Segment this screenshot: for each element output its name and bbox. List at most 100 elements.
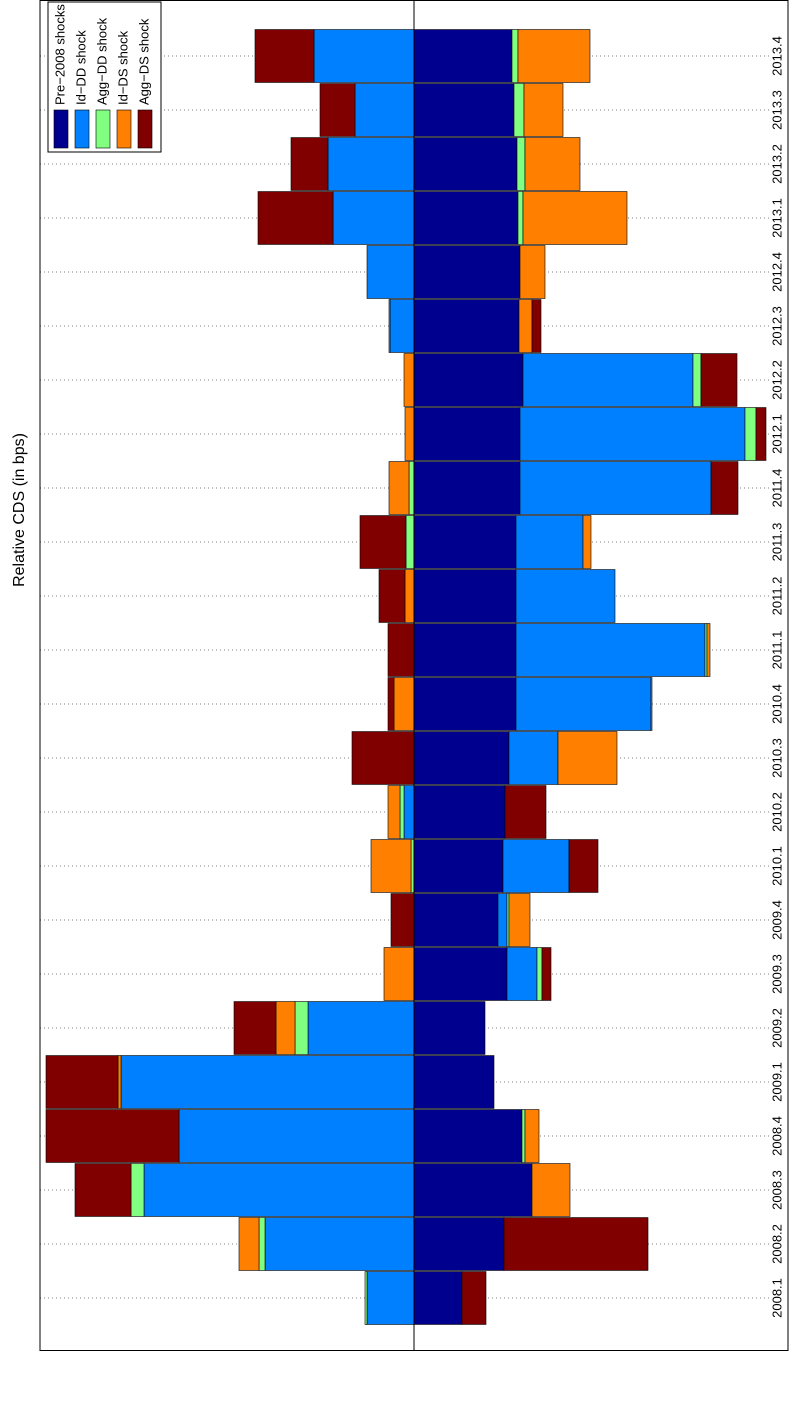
bar-segment <box>413 83 515 137</box>
bar-segment <box>366 245 415 299</box>
x-tick-label: 2013.2 <box>769 144 784 184</box>
bar-segment <box>178 1109 415 1163</box>
bar-segment <box>359 515 407 569</box>
bar-segment <box>290 137 329 191</box>
bar-segment <box>692 353 702 407</box>
bar-segment <box>706 623 711 677</box>
bar-segment <box>388 299 391 353</box>
x-tick-label: 2011.4 <box>769 469 784 508</box>
bar-segment <box>403 785 415 839</box>
legend-swatch <box>95 109 111 149</box>
bar-segment <box>413 461 521 515</box>
legend-label: Agg−DS shock <box>136 18 151 105</box>
bar-segment <box>332 191 415 245</box>
legend: Pre−2008 shocks Id−DD shock Agg−DD shock Id… <box>47 1 162 153</box>
bar-segment <box>519 407 746 461</box>
bar-segment <box>351 731 415 785</box>
bar-segment <box>387 677 395 731</box>
bar-segment <box>383 947 415 1001</box>
bar-segment <box>531 299 542 353</box>
bar-segment <box>413 353 524 407</box>
bar-segment <box>531 1163 571 1217</box>
bar-segment <box>405 515 415 569</box>
bar-segment <box>413 947 508 1001</box>
bar-segment <box>413 1271 463 1325</box>
bar-segment <box>700 353 738 407</box>
bar-segment <box>413 677 517 731</box>
bar-segment <box>503 1217 649 1271</box>
bar-segment <box>307 1001 415 1055</box>
x-tick-label: 2012.1 <box>769 414 784 454</box>
x-tick-label: 2012.2 <box>769 360 784 400</box>
bars <box>45 29 767 1325</box>
x-tick-label: 2010.1 <box>769 846 784 886</box>
bar-segment <box>130 1163 145 1217</box>
bar-segment <box>515 515 584 569</box>
bar-segment <box>413 29 513 83</box>
bar-segment <box>264 1217 415 1271</box>
bar-segment <box>275 1001 296 1055</box>
axis-label: Relative CDS (in bps) <box>11 433 28 587</box>
bar-segment <box>511 29 519 83</box>
bar-segment <box>413 1001 486 1055</box>
x-tick-label: 2010.4 <box>769 684 784 724</box>
bar-segment <box>413 299 520 353</box>
x-tick-label: 2008.1 <box>769 1278 784 1318</box>
x-tick-label: 2009.4 <box>769 900 784 940</box>
bar-segment <box>536 947 543 1001</box>
x-tick-label: 2011.1 <box>769 631 784 670</box>
legend-swatch <box>137 109 153 149</box>
legend-label: Id−DS shock <box>115 30 130 105</box>
bar-segment <box>744 407 757 461</box>
bar-segment <box>413 893 499 947</box>
bar-segment <box>404 569 415 623</box>
bar-segment <box>258 1217 266 1271</box>
bar-segment <box>327 137 415 191</box>
bar-segment <box>294 1001 309 1055</box>
bar-segment <box>568 839 599 893</box>
bar-segment <box>370 839 412 893</box>
legend-label: Agg−DD shock <box>94 17 109 105</box>
x-tick-label: 2009.3 <box>769 954 784 994</box>
bar-segment <box>45 1109 180 1163</box>
bar-segment <box>515 569 616 623</box>
bar-segment <box>541 947 552 1001</box>
bar-segment <box>506 947 538 1001</box>
x-tick-label: 2010.3 <box>769 738 784 778</box>
bar-segment <box>238 1217 260 1271</box>
bar-segment <box>519 245 546 299</box>
bar-segment <box>413 245 521 299</box>
bar-segment <box>413 623 517 677</box>
bar-segment <box>117 1055 122 1109</box>
bar-segment <box>508 731 559 785</box>
bar-segment <box>413 569 517 623</box>
bar-segment <box>650 677 653 731</box>
bar-segment <box>522 353 694 407</box>
bar-segment <box>413 1217 505 1271</box>
bar-segment <box>387 785 401 839</box>
bar-segment <box>523 83 564 137</box>
x-tick-label: 2009.2 <box>769 1008 784 1048</box>
x-tick-label: 2011.3 <box>769 523 784 562</box>
bar-segment <box>254 29 315 83</box>
bar-segment <box>74 1163 132 1217</box>
bar-segment <box>393 677 415 731</box>
x-tick-label: 2013.1 <box>769 198 784 238</box>
bar-segment <box>366 1271 415 1325</box>
bar-segment <box>518 299 533 353</box>
bar-segment <box>233 1001 277 1055</box>
bar-segment <box>522 191 628 245</box>
bar-segment <box>257 191 334 245</box>
bar-segment <box>517 29 591 83</box>
bar-segment <box>508 893 531 947</box>
x-tick-label: 2013.3 <box>769 90 784 130</box>
bar-segment <box>387 623 415 677</box>
bar-segment <box>143 1163 415 1217</box>
bar-segment <box>319 83 356 137</box>
legend-swatch <box>116 109 132 149</box>
legend-label: Id−DD shock <box>73 30 88 105</box>
x-tick-label: 2008.4 <box>769 1116 784 1156</box>
bar-segment <box>413 1109 523 1163</box>
